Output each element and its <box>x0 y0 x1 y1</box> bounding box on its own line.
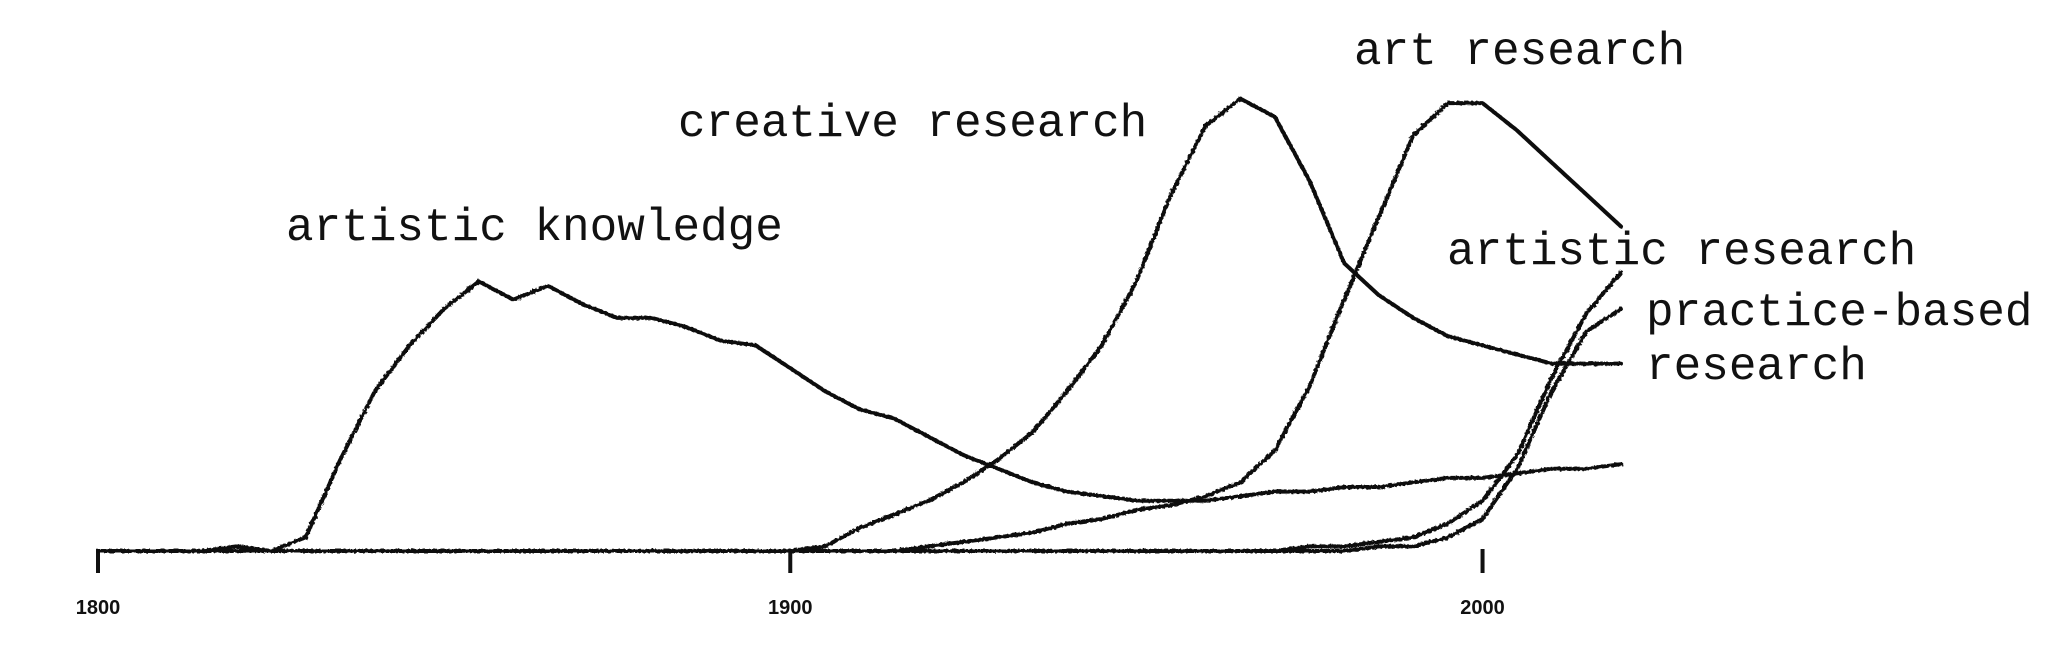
series-line <box>96 279 1623 553</box>
series-line <box>96 96 1623 553</box>
series-label: artistic knowledge <box>286 202 783 254</box>
lines <box>96 96 1623 553</box>
series-line <box>96 270 1623 553</box>
x-tick-label: 1800 <box>76 597 121 619</box>
x-tick-label: 2000 <box>1460 597 1505 619</box>
series-line <box>96 306 1623 553</box>
x-tick-label: 1900 <box>768 597 813 619</box>
series-label: art research <box>1354 26 1686 78</box>
series-label: artistic research <box>1447 226 1917 278</box>
series-label: practice-based research <box>1646 287 2033 393</box>
series-label: creative research <box>678 98 1148 150</box>
